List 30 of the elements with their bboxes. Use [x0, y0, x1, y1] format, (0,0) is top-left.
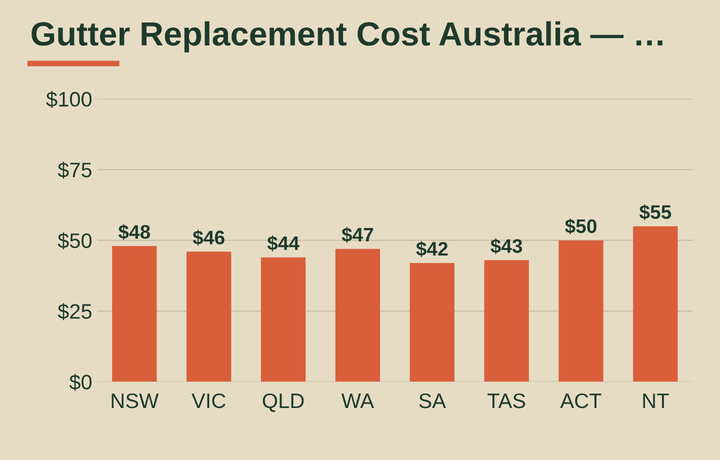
x-tick-label: NT [643, 394, 669, 408]
bar [186, 252, 232, 382]
x-tick-label: SA [419, 393, 446, 408]
data-label: $50 [565, 218, 596, 234]
y-tick-label: $100 [46, 91, 92, 108]
chart-title: Gutter Replacement Cost Australia — … [32, 21, 662, 52]
y-tick-label: $25 [58, 303, 92, 320]
bar [633, 226, 678, 382]
data-label: $44 [267, 235, 300, 252]
bar [260, 257, 306, 382]
x-tick-label: VIC [192, 393, 226, 408]
data-label: $48 [118, 224, 150, 240]
data-label: $42 [416, 241, 448, 257]
x-tick-label: QLD [262, 393, 304, 412]
data-label: $43 [490, 238, 522, 254]
bar [335, 248, 380, 382]
y-tick-label: $0 [69, 374, 92, 391]
data-label: $47 [342, 226, 374, 243]
x-tick-label: TAS [488, 393, 526, 408]
y-tick-label: $75 [58, 162, 92, 179]
bar [410, 262, 454, 382]
x-tick-label: WA [341, 394, 374, 408]
bar [558, 240, 604, 382]
x-tick-label: NSW [112, 393, 159, 408]
bar [484, 260, 529, 382]
bar [112, 246, 157, 382]
data-label: $46 [192, 230, 224, 246]
data-label: $55 [639, 204, 672, 220]
x-tick-label: ACT [560, 393, 602, 408]
y-tick-label: $50 [58, 232, 92, 250]
